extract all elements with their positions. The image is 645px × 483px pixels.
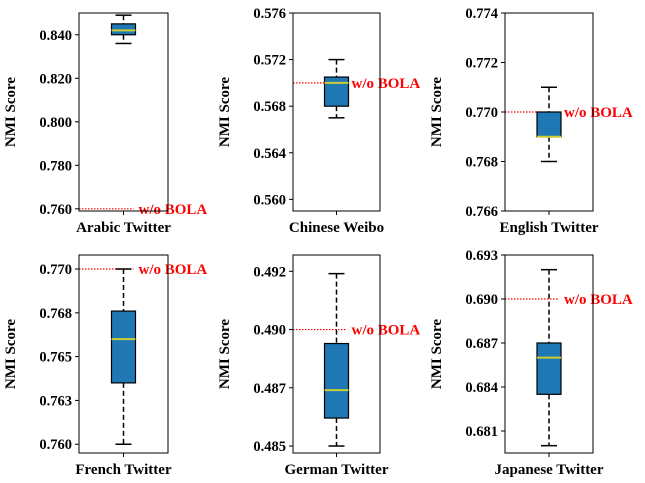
iqr-box	[110, 23, 137, 36]
y-axis-label: NMI Score	[3, 319, 19, 389]
y-tick-label: 0.681	[465, 424, 498, 440]
y-tick-label: 0.687	[465, 336, 498, 352]
y-tick-label: 0.763	[39, 393, 72, 409]
chart-panel: w/o BOLA 0.760 0.763 0.765 0.768 0.770 French …	[3, 254, 208, 478]
reference-label: w/o BOLA	[139, 202, 208, 218]
x-axis-label: Japanese Twitter	[494, 462, 603, 478]
y-axis-label: NMI Score	[217, 77, 233, 147]
y-tick-label: 0.800	[39, 115, 72, 131]
reference-label: w/o BOLA	[352, 323, 421, 339]
iqr-box	[323, 76, 350, 107]
y-tick-label: 0.487	[253, 381, 286, 397]
y-axis-label: NMI Score	[429, 319, 445, 389]
y-tick-label: 0.576	[253, 6, 286, 22]
chart-panel: w/o BOLA 0.760 0.780 0.800 0.820 0.840 Arabic …	[3, 12, 208, 236]
plot-frame	[78, 12, 169, 212]
y-tick-label: 0.684	[465, 380, 498, 396]
y-axis-label: NMI Score	[429, 77, 445, 147]
y-tick-label: 0.770	[465, 105, 498, 121]
y-tick-label: 0.765	[39, 350, 72, 366]
reference-label: w/o BOLA	[564, 105, 633, 121]
y-tick-label: 0.768	[39, 306, 72, 322]
y-tick-label: 0.490	[253, 323, 286, 339]
plot-frame	[292, 12, 381, 212]
chart-panel: w/o BOLA 0.681 0.684 0.687 0.690 0.693 Japanes…	[429, 248, 633, 478]
chart-panel: w/o BOLA 0.766 0.768 0.770 0.772 0.774 English…	[429, 6, 633, 236]
y-tick-label: 0.840	[39, 28, 72, 44]
y-tick-label: 0.760	[39, 437, 72, 453]
y-tick-label: 0.568	[253, 99, 286, 115]
x-axis-label: French Twitter	[75, 462, 172, 478]
y-tick-label: 0.780	[39, 158, 72, 174]
iqr-box	[323, 342, 350, 419]
y-tick-label: 0.768	[465, 155, 498, 171]
reference-label: w/o BOLA	[564, 292, 633, 308]
y-tick-label: 0.820	[39, 71, 72, 87]
x-axis-label: Chinese Weibo	[289, 220, 384, 236]
x-axis-label: English Twitter	[499, 220, 598, 236]
y-tick-label: 0.770	[39, 262, 72, 278]
y-tick-label: 0.690	[465, 292, 498, 308]
y-tick-label: 0.572	[253, 53, 286, 69]
y-tick-label: 0.564	[253, 146, 286, 162]
y-tick-label: 0.693	[465, 248, 498, 264]
x-axis-label: Arabic Twitter	[76, 220, 171, 236]
x-axis-label: German Twitter	[285, 462, 389, 478]
y-tick-label: 0.772	[465, 56, 498, 72]
y-tick-label: 0.774	[465, 6, 498, 22]
y-tick-label: 0.492	[253, 264, 286, 280]
iqr-box	[536, 342, 562, 395]
y-tick-label: 0.485	[253, 439, 286, 455]
y-tick-label: 0.760	[39, 202, 72, 218]
chart-panel: w/o BOLA 0.560 0.564 0.568 0.572 0.576 Chinese…	[217, 6, 420, 236]
y-axis-label: NMI Score	[217, 319, 233, 389]
y-axis-label: NMI Score	[3, 77, 19, 147]
y-tick-label: 0.560	[253, 192, 286, 208]
iqr-box	[110, 310, 137, 384]
chart-panel: w/o BOLA 0.485 0.487 0.490 0.492 German Twitt…	[217, 254, 421, 478]
reference-label: w/o BOLA	[352, 76, 421, 92]
iqr-box	[536, 111, 562, 138]
y-tick-label: 0.766	[465, 204, 498, 220]
reference-label: w/o BOLA	[139, 262, 208, 278]
